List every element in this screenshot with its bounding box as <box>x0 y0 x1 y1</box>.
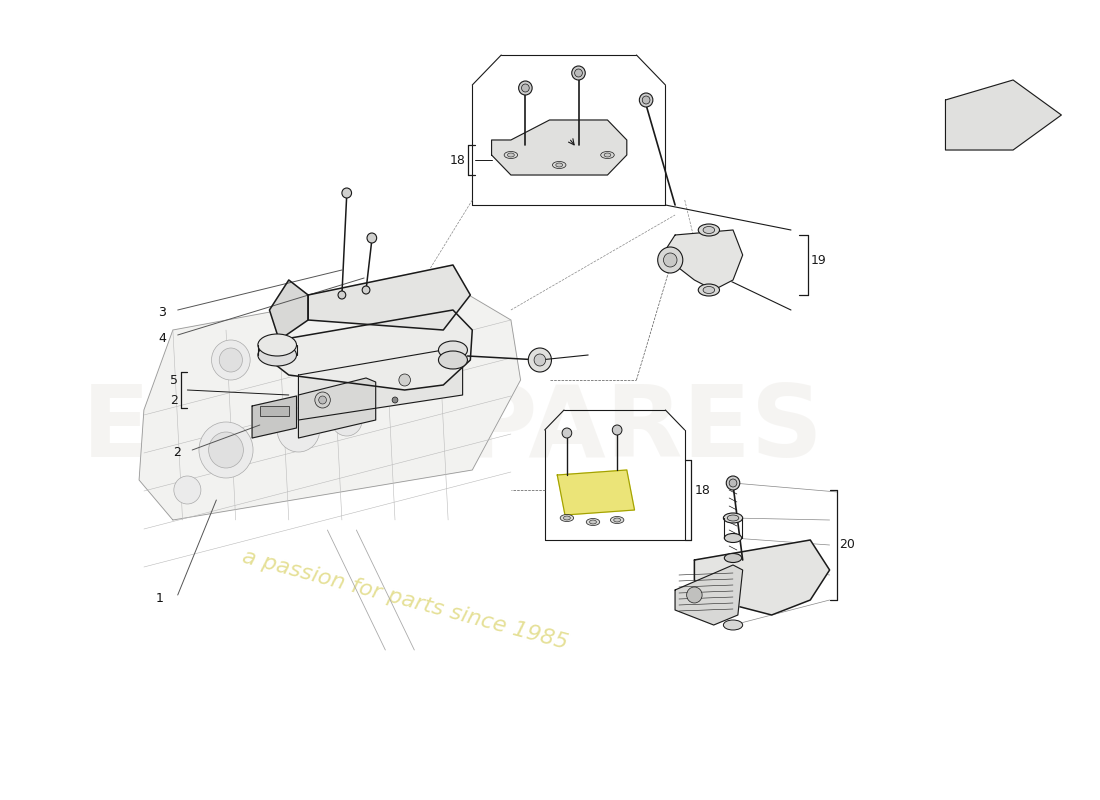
Ellipse shape <box>507 153 515 157</box>
Ellipse shape <box>257 344 297 366</box>
Ellipse shape <box>504 151 518 158</box>
Ellipse shape <box>601 151 614 158</box>
Circle shape <box>392 397 398 403</box>
Circle shape <box>362 286 370 294</box>
Circle shape <box>518 81 532 95</box>
Ellipse shape <box>614 518 620 522</box>
Text: 2: 2 <box>169 394 178 406</box>
Ellipse shape <box>610 517 624 523</box>
Circle shape <box>562 428 572 438</box>
Polygon shape <box>946 80 1062 150</box>
Text: 20: 20 <box>839 538 855 551</box>
Circle shape <box>199 422 253 478</box>
Circle shape <box>331 404 362 436</box>
Circle shape <box>277 408 320 452</box>
Circle shape <box>572 66 585 80</box>
Polygon shape <box>298 350 463 420</box>
Text: 1: 1 <box>155 591 163 605</box>
Circle shape <box>639 93 653 107</box>
Ellipse shape <box>724 534 741 542</box>
Circle shape <box>642 96 650 104</box>
Polygon shape <box>492 120 627 175</box>
Ellipse shape <box>604 153 611 157</box>
Ellipse shape <box>724 620 743 630</box>
Ellipse shape <box>698 224 719 236</box>
Ellipse shape <box>703 226 715 234</box>
Circle shape <box>686 587 702 603</box>
Circle shape <box>319 396 327 404</box>
Circle shape <box>219 348 242 372</box>
Polygon shape <box>308 265 471 330</box>
Circle shape <box>729 479 737 487</box>
Circle shape <box>367 233 376 243</box>
Circle shape <box>315 392 330 408</box>
Circle shape <box>342 188 352 198</box>
Ellipse shape <box>727 515 739 521</box>
Bar <box>260 406 289 416</box>
Polygon shape <box>675 565 742 625</box>
Ellipse shape <box>439 341 468 359</box>
Circle shape <box>174 476 201 504</box>
Polygon shape <box>558 470 635 515</box>
Text: 5: 5 <box>169 374 178 386</box>
Ellipse shape <box>703 286 715 294</box>
Circle shape <box>338 291 345 299</box>
Polygon shape <box>298 378 376 438</box>
Text: 19: 19 <box>811 254 826 266</box>
Text: 18: 18 <box>450 154 465 166</box>
Polygon shape <box>666 230 743 290</box>
Polygon shape <box>252 396 297 438</box>
Text: a passion for parts since 1985: a passion for parts since 1985 <box>240 547 570 653</box>
Ellipse shape <box>560 514 574 522</box>
Polygon shape <box>139 280 520 520</box>
Ellipse shape <box>698 284 719 296</box>
Text: 4: 4 <box>158 331 166 345</box>
Polygon shape <box>270 280 308 340</box>
Circle shape <box>663 253 676 267</box>
Circle shape <box>521 84 529 92</box>
Circle shape <box>574 69 582 77</box>
Ellipse shape <box>257 334 297 356</box>
Ellipse shape <box>563 516 570 520</box>
Ellipse shape <box>586 518 600 526</box>
Text: 2: 2 <box>173 446 180 458</box>
Ellipse shape <box>724 554 741 562</box>
Polygon shape <box>694 540 829 615</box>
Text: 3: 3 <box>158 306 166 319</box>
Circle shape <box>535 354 546 366</box>
Circle shape <box>528 348 551 372</box>
Circle shape <box>211 340 250 380</box>
Circle shape <box>209 432 243 468</box>
Ellipse shape <box>552 162 565 169</box>
Ellipse shape <box>439 351 468 369</box>
Polygon shape <box>270 310 472 390</box>
Circle shape <box>726 476 740 490</box>
Circle shape <box>613 425 621 435</box>
Ellipse shape <box>590 520 596 524</box>
Ellipse shape <box>724 513 743 523</box>
Ellipse shape <box>556 163 562 167</box>
Text: 18: 18 <box>694 483 711 497</box>
Circle shape <box>658 247 683 273</box>
Text: EUROSPARES: EUROSPARES <box>82 382 824 478</box>
Circle shape <box>399 374 410 386</box>
